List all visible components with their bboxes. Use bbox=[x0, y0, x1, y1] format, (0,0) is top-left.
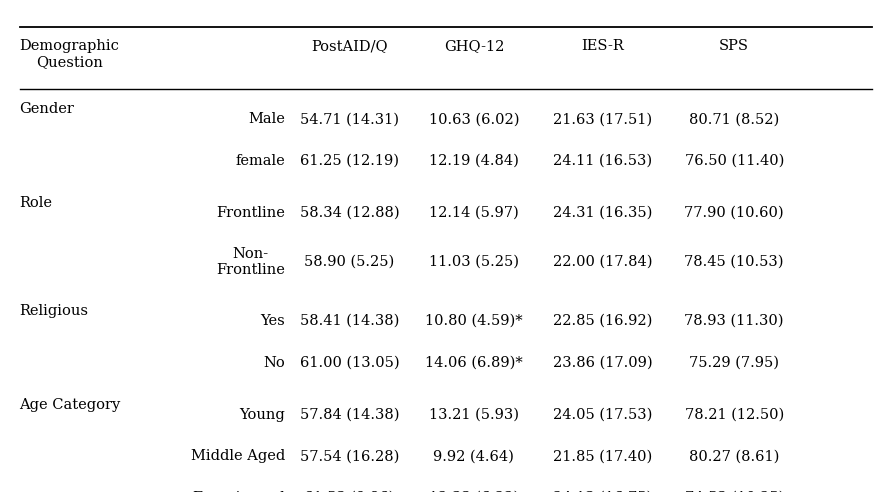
Text: 74.53 (10.25): 74.53 (10.25) bbox=[684, 491, 784, 492]
Text: 54.71 (14.31): 54.71 (14.31) bbox=[300, 112, 399, 126]
Text: 58.41 (14.38): 58.41 (14.38) bbox=[300, 314, 399, 328]
Text: 22.85 (16.92): 22.85 (16.92) bbox=[554, 314, 652, 328]
Text: SPS: SPS bbox=[719, 39, 749, 53]
Text: 21.85 (17.40): 21.85 (17.40) bbox=[554, 449, 652, 463]
Text: 24.13 (16.75): 24.13 (16.75) bbox=[554, 491, 652, 492]
Text: PostAID/Q: PostAID/Q bbox=[311, 39, 388, 53]
Text: 61.00 (13.05): 61.00 (13.05) bbox=[300, 356, 399, 370]
Text: 10.63 (6.02): 10.63 (6.02) bbox=[429, 112, 519, 126]
Text: Frontline: Frontline bbox=[216, 206, 285, 220]
Text: 75.29 (7.95): 75.29 (7.95) bbox=[689, 356, 780, 370]
Text: 12.33 (6.22): 12.33 (6.22) bbox=[429, 491, 519, 492]
Text: Age Category: Age Category bbox=[20, 398, 121, 411]
Text: Role: Role bbox=[20, 196, 53, 210]
Text: GHQ-12: GHQ-12 bbox=[444, 39, 504, 53]
Text: 24.31 (16.35): 24.31 (16.35) bbox=[554, 206, 652, 220]
Text: 24.05 (17.53): 24.05 (17.53) bbox=[554, 407, 652, 422]
Text: Young: Young bbox=[239, 407, 285, 422]
Text: Religious: Religious bbox=[20, 304, 89, 318]
Text: 11.03 (5.25): 11.03 (5.25) bbox=[429, 255, 519, 269]
Text: 12.19 (4.84): 12.19 (4.84) bbox=[429, 154, 519, 168]
Text: 77.90 (10.60): 77.90 (10.60) bbox=[684, 206, 784, 220]
Text: 78.45 (10.53): 78.45 (10.53) bbox=[684, 255, 784, 269]
Text: 57.84 (14.38): 57.84 (14.38) bbox=[300, 407, 399, 422]
Text: 14.06 (6.89)*: 14.06 (6.89)* bbox=[425, 356, 522, 370]
Text: Middle Aged: Middle Aged bbox=[190, 449, 285, 463]
Text: 57.54 (16.28): 57.54 (16.28) bbox=[300, 449, 399, 463]
Text: 10.80 (4.59)*: 10.80 (4.59)* bbox=[425, 314, 522, 328]
Text: Non-
Frontline: Non- Frontline bbox=[216, 247, 285, 277]
Text: 78.21 (12.50): 78.21 (12.50) bbox=[684, 407, 784, 422]
Text: 23.86 (17.09): 23.86 (17.09) bbox=[554, 356, 652, 370]
Text: 13.21 (5.93): 13.21 (5.93) bbox=[429, 407, 519, 422]
Text: 61.53 (9.86): 61.53 (9.86) bbox=[304, 491, 394, 492]
Text: 80.71 (8.52): 80.71 (8.52) bbox=[689, 112, 780, 126]
Text: 80.27 (8.61): 80.27 (8.61) bbox=[689, 449, 780, 463]
Text: 61.25 (12.19): 61.25 (12.19) bbox=[300, 154, 399, 168]
Text: 24.11 (16.53): 24.11 (16.53) bbox=[554, 154, 652, 168]
Text: Male: Male bbox=[248, 112, 285, 126]
Text: 76.50 (11.40): 76.50 (11.40) bbox=[684, 154, 784, 168]
Text: 78.93 (11.30): 78.93 (11.30) bbox=[684, 314, 784, 328]
Text: female: female bbox=[235, 154, 285, 168]
Text: No: No bbox=[263, 356, 285, 370]
Text: 58.34 (12.88): 58.34 (12.88) bbox=[300, 206, 399, 220]
Text: 9.92 (4.64): 9.92 (4.64) bbox=[433, 449, 514, 463]
Text: 58.90 (5.25): 58.90 (5.25) bbox=[304, 255, 394, 269]
Text: Gender: Gender bbox=[20, 102, 75, 116]
Text: Experienced: Experienced bbox=[192, 491, 285, 492]
Text: 21.63 (17.51): 21.63 (17.51) bbox=[554, 112, 652, 126]
Text: 12.14 (5.97): 12.14 (5.97) bbox=[429, 206, 519, 220]
Text: IES-R: IES-R bbox=[581, 39, 625, 53]
Text: 22.00 (17.84): 22.00 (17.84) bbox=[554, 255, 652, 269]
Text: Yes: Yes bbox=[260, 314, 285, 328]
Text: Demographic
Question: Demographic Question bbox=[20, 39, 119, 69]
